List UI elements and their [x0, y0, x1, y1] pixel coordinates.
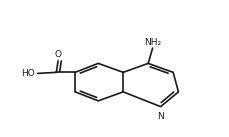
- Text: NH₂: NH₂: [143, 38, 161, 46]
- Text: HO: HO: [21, 69, 35, 78]
- Text: N: N: [157, 112, 163, 121]
- Text: O: O: [55, 50, 61, 59]
